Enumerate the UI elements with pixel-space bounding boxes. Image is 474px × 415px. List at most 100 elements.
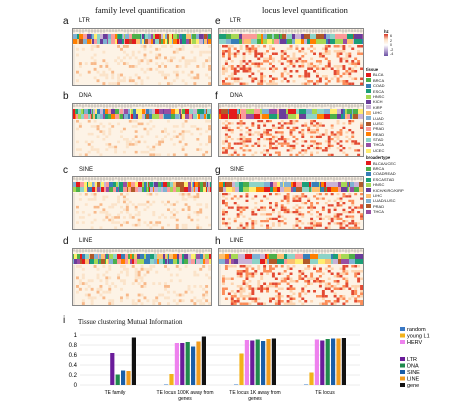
bar-random (164, 384, 169, 385)
broadertype-legend: BLCA/UCEC BRCA COADREAD ESCASTAD HNSC KICH/KI… (366, 161, 412, 215)
bar-gene (271, 338, 276, 385)
broadertype-label: LIHC (373, 193, 383, 199)
tissue-label: LUAD (373, 115, 384, 121)
broadertype-legend-item: THCA (366, 209, 412, 214)
legend-label: HERV (407, 340, 423, 346)
tissue-swatch (366, 78, 371, 83)
panel-letter-f: f (215, 91, 218, 102)
tissue-label: THCA (373, 142, 384, 148)
heatmap-b (72, 103, 212, 157)
bar-gene (201, 336, 206, 385)
tissue-legend-item: LUSC (366, 121, 412, 126)
bar-herv (244, 340, 249, 385)
bar-ltr (110, 353, 115, 385)
panel-label-a: LTR (79, 18, 90, 24)
tissue-label: LUSC (373, 120, 384, 126)
colorscale-tick: -4 (390, 52, 394, 57)
tissue-legend-item: UCEC (366, 148, 412, 153)
broadertype-swatch (366, 177, 371, 182)
broadertype-legend-item: COADREAD (366, 171, 412, 176)
broadertype-swatch (366, 209, 371, 214)
legend-label: young L1 (407, 334, 430, 340)
tissue-swatch (366, 127, 371, 131)
tissue-swatch (366, 121, 371, 126)
tissue-label: READ (373, 131, 385, 137)
broadertype-legend-item: PRAD (366, 204, 412, 209)
bar-gene (341, 338, 346, 385)
bar-line (266, 339, 271, 385)
broadertype-swatch (366, 188, 371, 193)
tissue-label: BRCA (373, 77, 385, 83)
legend-label: random (407, 327, 426, 333)
broadertype-legend-item: LIHC (366, 193, 412, 198)
tissue-legend-item: ESCA (366, 89, 412, 94)
tissue-swatch (366, 83, 371, 88)
tissue-legend-item: READ (366, 132, 412, 137)
tissue-swatch (366, 73, 371, 78)
heatmap-d (72, 248, 212, 306)
panel-letter-i: i (63, 315, 66, 326)
broadertype-label: BRCA (373, 166, 385, 172)
right-column-title: locus level quantification (262, 5, 348, 15)
broadertype-legend-item: BLCA/UCEC (366, 161, 412, 166)
y-tick-label: 0.8 (69, 343, 78, 349)
tissue-label: KIRP (373, 104, 383, 110)
panel-label-f: DNA (230, 93, 243, 99)
y-tick-label: 0.6 (69, 353, 78, 359)
heatmap-g (218, 176, 364, 230)
tissue-legend-item: LUAD (366, 116, 412, 121)
broadertype-label: COADREAD (373, 171, 396, 177)
panel-letter-a: a (63, 16, 69, 27)
tissue-swatch (366, 110, 371, 115)
broadertype-legend-item: ESCASTAD (366, 177, 412, 182)
y-tick-label: 0 (74, 383, 78, 389)
broadertype-swatch (366, 172, 371, 177)
bar-sine (331, 338, 336, 385)
bar-young-l1 (239, 353, 244, 385)
bar-dna (185, 342, 190, 385)
bar-line (336, 338, 341, 385)
tissue-label: KICH (373, 99, 383, 105)
broadertype-label: BLCA/UCEC (373, 160, 396, 166)
colorscale-tick: 0 (390, 43, 392, 48)
broadertype-label: PRAD (373, 203, 385, 209)
broadertype-swatch (366, 161, 371, 166)
legend-swatch (400, 340, 405, 344)
legend-swatch (400, 327, 405, 331)
legend-label: LINE (407, 377, 420, 383)
legend-label: LTR (407, 357, 417, 363)
colorscale-legend: hz 6 2 0 -2 -4 (384, 28, 424, 57)
bar-sine (191, 346, 196, 385)
legend-swatch (400, 357, 405, 361)
tissue-label: COAD (373, 83, 385, 89)
panel-letter-d: d (63, 236, 69, 247)
legend-swatch (400, 363, 405, 368)
heatmap-h (218, 248, 364, 306)
broadertype-swatch (366, 182, 371, 187)
broadertype-legend-item: LUAD/LUSC (366, 198, 412, 203)
tissue-label: HNSC (373, 93, 385, 99)
bar-random (304, 384, 309, 385)
broadertype-swatch (366, 166, 371, 171)
bar-ltr (180, 343, 185, 385)
left-column-title: family level quantification (95, 5, 186, 15)
broadertype-label: KICH/KIRC/KIRP (373, 187, 404, 193)
tissue-swatch (366, 94, 371, 99)
broadertype-legend-header: broadertype (366, 155, 391, 161)
legend-label: gene (407, 383, 419, 389)
heatmap-f (218, 103, 364, 157)
y-tick-label: 0.4 (69, 363, 78, 369)
bar-herv (314, 339, 319, 385)
mutual-information-bar-chart: 0 0.2 0.4 0.6 0.8 1 TE family TE locus 100K awa… (69, 327, 430, 402)
bar-dna (255, 339, 260, 385)
broadertype-label: HNSC (373, 182, 385, 188)
category-label: TE family (105, 390, 126, 396)
colorscale-header: hz (384, 29, 389, 34)
tissue-swatch (366, 137, 371, 142)
broadertype-label: LUAD/LUSC (373, 198, 396, 204)
category-label: TE locus 100K away from (157, 390, 214, 396)
tissue-label: PRAD (373, 126, 385, 132)
tissue-legend-item: LIHC (366, 110, 412, 115)
category-label: TE locus 1K away from (229, 390, 280, 396)
tissue-swatch (366, 148, 371, 153)
